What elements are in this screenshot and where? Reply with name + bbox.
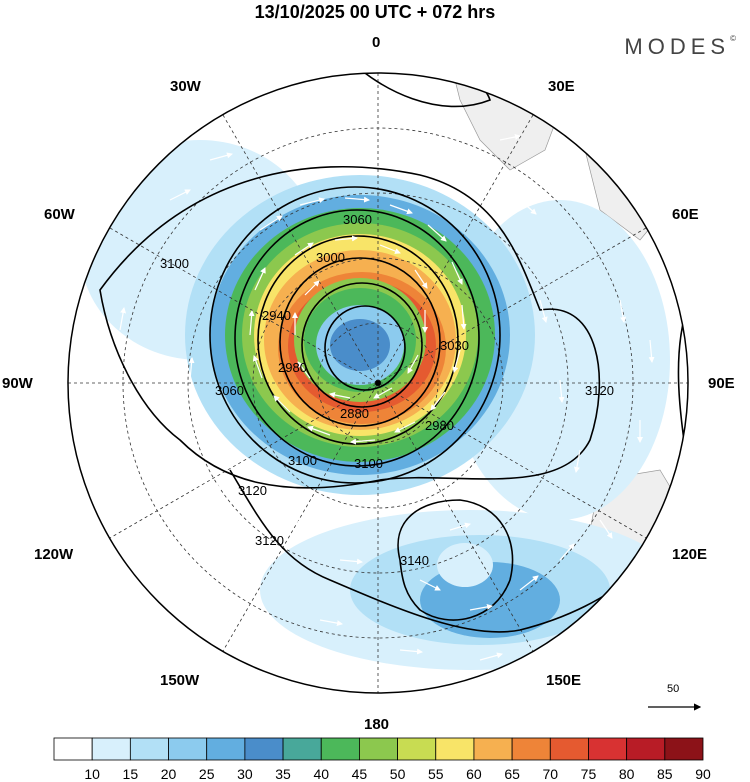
colorbar-tick-label: 20 — [160, 766, 177, 782]
colorbar-tick-label: 90 — [695, 766, 711, 782]
colorbar-swatch — [53, 737, 93, 761]
map-field: 3060 3000 2940 2980 2880 3030 2980 3060 … — [68, 73, 688, 693]
colorbar-tick-label: 25 — [198, 766, 215, 782]
pole-marker — [375, 380, 381, 386]
contour-label: 2980 — [425, 418, 454, 433]
colorbar-tick-label: 50 — [389, 766, 406, 782]
colorbar-swatch — [435, 737, 475, 761]
colorbar-swatch — [626, 737, 666, 761]
lon-label-60e: 60E — [672, 206, 699, 223]
colorbar-swatch — [244, 737, 284, 761]
lon-label-90w: 90W — [2, 375, 33, 392]
brand-name: MODES — [624, 34, 731, 59]
colorbar-swatch — [206, 737, 246, 761]
contour-label: 2940 — [262, 308, 291, 323]
reference-vector-label: 50 — [667, 683, 680, 695]
lon-label-120w: 120W — [34, 546, 74, 563]
contour-label: 2880 — [340, 406, 369, 421]
contour-label: 3120 — [238, 483, 267, 498]
contour-label: 3000 — [316, 250, 345, 265]
colorbar-tick-label: 40 — [313, 766, 330, 782]
colorbar-swatch — [129, 737, 169, 761]
colorbar-swatch — [397, 737, 437, 761]
colorbar-swatch — [588, 737, 628, 761]
contour-label: 3060 — [215, 383, 244, 398]
height-contours — [99, 73, 688, 633]
lon-label-150w: 150W — [160, 672, 200, 689]
graticule — [68, 73, 688, 693]
colorbar-swatch — [91, 737, 131, 761]
lon-label-180: 180 — [364, 716, 390, 733]
colorbar-tick-label: 65 — [504, 766, 520, 782]
contour-labels: 3060 3000 2940 2980 2880 3030 2980 3060 … — [160, 212, 614, 568]
lon-label-60w: 60W — [44, 206, 75, 223]
lon-label-30w: 30W — [170, 78, 201, 95]
colorbar-tick-label: 70 — [542, 766, 559, 782]
lon-label-90e: 90E — [708, 375, 735, 392]
colorbar-swatch — [549, 737, 589, 761]
colorbar-tick-label: 55 — [427, 766, 444, 782]
copyright-mark: © — [730, 34, 736, 43]
colorbar-tick-label: 45 — [351, 766, 368, 782]
colorbar-tick-label: 60 — [466, 766, 482, 782]
colorbar-swatch — [664, 737, 704, 761]
colorbar-tick-label: 35 — [275, 766, 291, 782]
colorbar-swatch — [511, 737, 551, 761]
contour-label: 3100 — [160, 256, 189, 271]
colorbar — [53, 737, 704, 761]
colorbar-tick-label: 15 — [122, 766, 139, 782]
contour-label: 3100 — [288, 453, 317, 468]
colorbar-tick-label: 10 — [84, 766, 100, 782]
colorbar-tick-label: 30 — [237, 766, 253, 782]
colorbar-tick-label: 75 — [580, 766, 597, 782]
wind-vectors — [119, 115, 655, 661]
contour-label: 3140 — [400, 553, 429, 568]
wind-speed-shading — [80, 140, 680, 670]
lon-label-0: 0 — [372, 34, 381, 51]
brand-logo: MODES© — [624, 34, 736, 60]
colorbar-swatch — [359, 737, 398, 761]
contour-label: 2980 — [278, 360, 307, 375]
map-title: 13/10/2025 00 UTC + 072 hrs — [254, 2, 496, 22]
contour-label: 3060 — [343, 212, 372, 227]
colorbar-tick-label: 85 — [657, 766, 673, 782]
lon-label-30e: 30E — [548, 78, 575, 95]
colorbar-swatch — [320, 737, 360, 761]
colorbar-swatch — [282, 737, 322, 761]
map-boundary — [67, 72, 689, 694]
contour-label: 3030 — [440, 338, 469, 353]
colorbar-swatch — [473, 737, 513, 761]
lon-label-120e: 120E — [672, 546, 708, 563]
contour-label: 3120 — [585, 383, 614, 398]
contour-label: 3100 — [354, 456, 383, 471]
colorbar-swatch — [168, 737, 208, 761]
lon-label-150e: 150E — [546, 672, 582, 689]
colorbar-tick-label: 80 — [618, 766, 635, 782]
contour-label: 3120 — [255, 533, 284, 548]
